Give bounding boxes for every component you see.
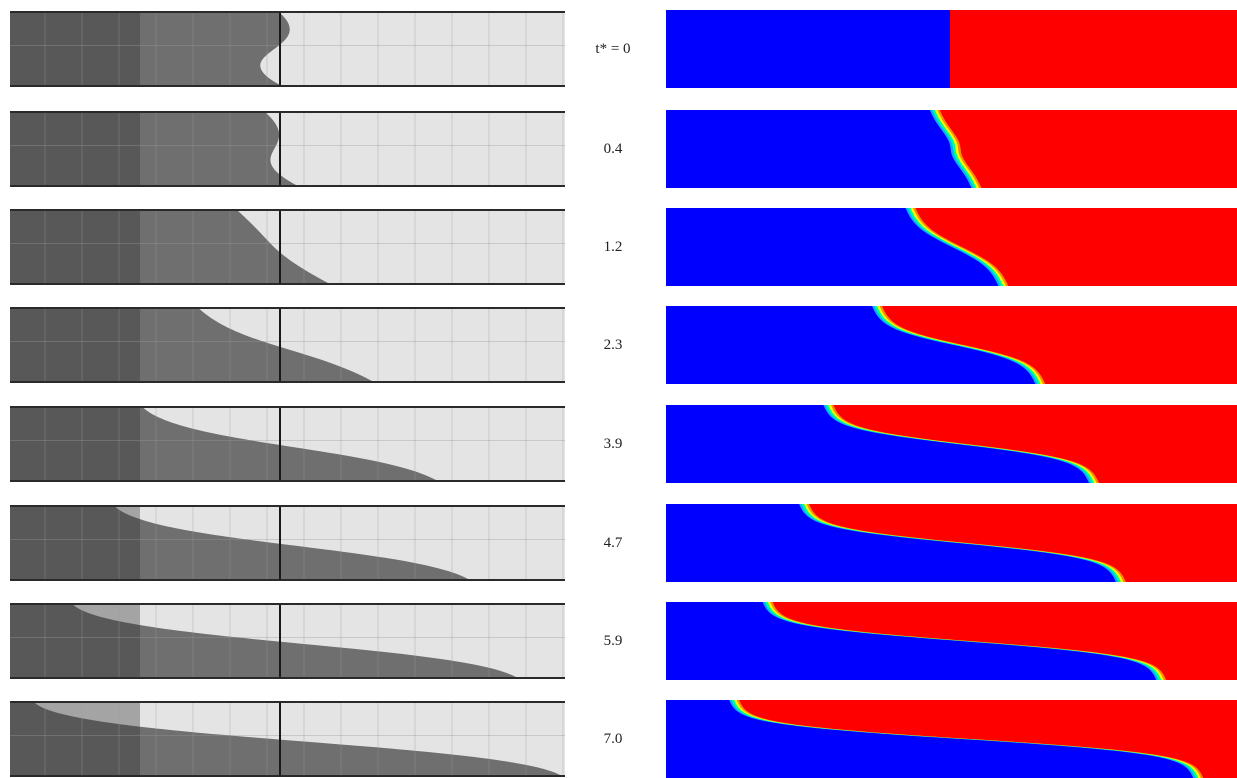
snapshot-row: 1.2 (0, 208, 1237, 286)
time-label: 4.7 (603, 535, 623, 551)
experiment-photo (10, 209, 565, 285)
snapshot-row: 7.0 (0, 700, 1237, 778)
simulation-panel (666, 504, 1237, 582)
simulation-panel (666, 10, 1237, 88)
experiment-photo (10, 406, 565, 482)
experiment-photo (10, 505, 565, 581)
time-label: 1.2 (603, 239, 623, 255)
time-label: 2.3 (603, 337, 623, 353)
simulation-panel (666, 110, 1237, 188)
time-label: 5.9 (603, 633, 623, 649)
snapshot-row: 3.9 (0, 405, 1237, 483)
simulation-panel (666, 405, 1237, 483)
snapshot-row: 4.7 (0, 504, 1237, 582)
time-label: 3.9 (603, 436, 623, 452)
time-label: 0.4 (603, 141, 623, 157)
simulation-panel (666, 602, 1237, 680)
experiment-photo (10, 701, 565, 777)
snapshot-row: t* = 0 (0, 10, 1237, 88)
simulation-panel (666, 306, 1237, 384)
time-label: 7.0 (603, 731, 623, 747)
snapshot-row: 5.9 (0, 602, 1237, 680)
simulation-panel (666, 700, 1237, 778)
experiment-photo (10, 111, 565, 187)
experiment-photo (10, 11, 565, 87)
experiment-photo (10, 307, 565, 383)
experiment-photo (10, 603, 565, 679)
time-label: t* = 0 (595, 41, 631, 57)
simulation-panel (666, 208, 1237, 286)
snapshot-row: 0.4 (0, 110, 1237, 188)
snapshot-row: 2.3 (0, 306, 1237, 384)
